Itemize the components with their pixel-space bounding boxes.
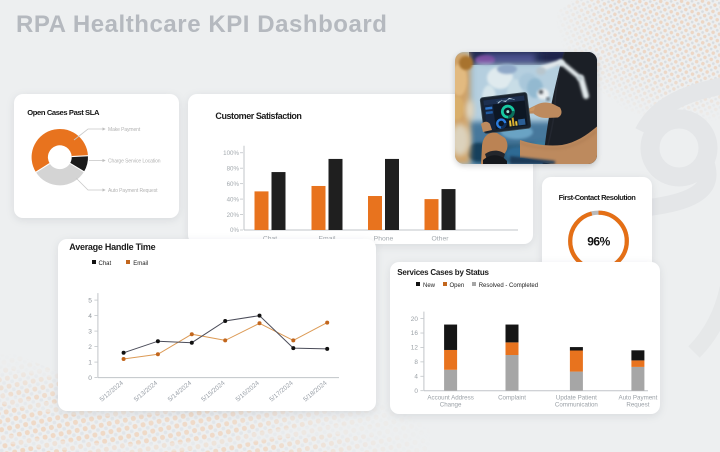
svg-text:0%: 0% [230,227,239,234]
svg-text:8: 8 [414,359,418,366]
svg-text:0: 0 [414,388,418,395]
svg-text:40%: 40% [227,196,240,203]
svg-text:80%: 80% [227,165,240,172]
svg-text:Change: Change [440,402,462,409]
svg-text:4: 4 [88,313,92,320]
svg-text:4: 4 [414,373,418,380]
svg-text:Request: Request [626,402,649,409]
svg-text:100%: 100% [223,150,239,157]
svg-text:3: 3 [88,328,92,335]
svg-text:20%: 20% [227,212,240,219]
svg-text:12: 12 [411,345,419,352]
svg-text:5: 5 [88,297,92,304]
svg-text:Update Patient: Update Patient [556,395,597,402]
svg-text:60%: 60% [227,181,240,188]
svg-text:5/17/2024: 5/17/2024 [268,379,295,403]
svg-text:20: 20 [411,316,419,323]
svg-text:0: 0 [88,375,92,382]
svg-text:96%: 96% [587,234,610,248]
svg-text:Communication: Communication [555,402,599,409]
svg-text:5/13/2024: 5/13/2024 [133,379,160,403]
svg-text:5/14/2024: 5/14/2024 [167,379,194,403]
svg-text:Account Address: Account Address [427,395,473,402]
svg-text:16: 16 [411,330,419,337]
svg-text:1: 1 [88,359,92,366]
svg-text:5/15/2024: 5/15/2024 [200,379,227,403]
svg-text:5/12/2024: 5/12/2024 [99,379,126,403]
svg-text:Complaint: Complaint [498,395,526,402]
svg-text:Phone: Phone [374,236,394,243]
svg-text:Make Payment: Make Payment [108,127,141,133]
svg-text:Charge Service Location: Charge Service Location [108,159,161,165]
svg-text:5/16/2024: 5/16/2024 [235,379,262,403]
svg-text:Auto Payment Request: Auto Payment Request [108,188,158,194]
svg-text:Auto Payment: Auto Payment [618,395,657,402]
svg-text:2: 2 [88,344,92,351]
svg-text:Other: Other [432,236,450,243]
svg-text:5/18/2024: 5/18/2024 [302,379,329,403]
